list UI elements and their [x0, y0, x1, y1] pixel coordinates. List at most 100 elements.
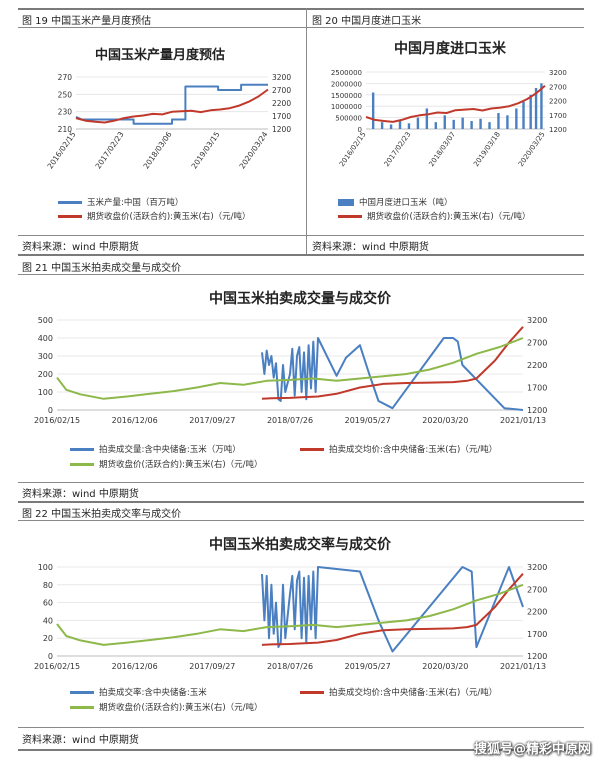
x-tick-label: 2018/07/26 — [267, 662, 313, 671]
y-right-tick-label: 2200 — [527, 361, 547, 370]
y-right-tick-label: 2200 — [527, 608, 547, 617]
y-left-tick-label: 300 — [38, 352, 53, 361]
y-left-tick-label: 400 — [38, 334, 53, 343]
legend-swatch — [70, 690, 94, 694]
bar — [479, 118, 482, 129]
y-right-tick-label: 3200 — [527, 316, 547, 325]
x-tick-label: 2019/05/27 — [345, 416, 391, 425]
fig20-label: 图 20 中国月度进口玉米 — [312, 16, 422, 27]
legend-label: 拍卖成交均价:含中央储备:玉米(右)（元/吨） — [329, 445, 498, 455]
bar — [389, 124, 393, 129]
y-right-tick-label: 3200 — [527, 563, 547, 572]
bar — [506, 115, 509, 129]
legend-item: 期货收盘价(活跃合约):黄玉米(右)（元/吨） — [338, 210, 531, 222]
y-left-tick-label: 500 — [38, 316, 53, 325]
y-right-tick-label: 2700 — [527, 585, 547, 594]
legend-item: 期货收盘价(活跃合约):黄玉米(右)（元/吨） — [70, 701, 263, 713]
y-left-tick-label: 40 — [43, 616, 53, 625]
series-line — [56, 337, 524, 400]
y-left-tick-label: 1000000 — [331, 103, 362, 111]
y-left-tick-label: 0 — [48, 652, 53, 661]
x-tick-label: 2018/07/26 — [267, 416, 313, 425]
bar — [470, 121, 473, 129]
y-right-tick-label: 1700 — [527, 384, 547, 393]
x-tick-label: 2016/02/15 — [34, 416, 80, 425]
y-left-tick-label: 250 — [58, 90, 73, 99]
legend-item: 中国月度进口玉米（吨） — [338, 196, 453, 208]
bar — [452, 119, 455, 129]
y-left-tick-label: 100 — [38, 388, 53, 397]
y-left-tick-label: 100 — [38, 563, 53, 572]
fig21-source-line — [18, 482, 584, 483]
bar — [497, 113, 500, 129]
legend-swatch — [70, 705, 94, 709]
y-right-tick-label: 2200 — [272, 99, 291, 108]
y-left-tick-label: 20 — [43, 634, 53, 643]
bar — [434, 122, 438, 129]
source-top-line — [18, 235, 584, 236]
chart-title-21: 中国玉米拍卖成交量与成交价 — [209, 291, 391, 307]
bar — [398, 119, 402, 129]
y-right-tick-label: 1700 — [527, 630, 547, 639]
x-tick-label: 2020/03/20 — [422, 416, 468, 425]
y-right-tick-label: 1200 — [549, 126, 567, 134]
legend-label: 期货收盘价(活跃合约):黄玉米(右)（元/吨） — [367, 212, 531, 222]
legend-swatch — [338, 214, 362, 218]
legend-label: 期货收盘价(活跃合约):黄玉米(右)（元/吨） — [99, 703, 263, 713]
bar — [522, 101, 525, 129]
legend-label: 期货收盘价(活跃合约):黄玉米(右)（元/吨） — [87, 212, 251, 222]
bar — [534, 87, 538, 129]
legend-swatch — [70, 462, 94, 466]
x-tick-label: 2021/01/13 — [500, 416, 546, 425]
y-left-tick-label: 60 — [43, 599, 53, 608]
x-tick-label: 2017/09/27 — [189, 416, 235, 425]
section-divider-1 — [18, 254, 584, 256]
y-left-tick-label: 80 — [43, 581, 53, 590]
legend-label: 期货收盘价(活跃合约):黄玉米(右)（元/吨） — [99, 460, 263, 470]
fig22-label: 图 22 中国玉米拍卖成交率与成交价 — [22, 509, 182, 520]
y-right-tick-label: 2700 — [527, 339, 547, 348]
x-tick-label: 2021/01/13 — [500, 662, 546, 671]
y-right-tick-label: 2700 — [549, 83, 567, 91]
watermark: 搜狐号@精彩中原网 — [473, 742, 591, 757]
bar — [380, 122, 384, 129]
chart-title-20: 中国月度进口玉米 — [394, 41, 506, 57]
fig22-source: 资料来源：wind 中原期货 — [22, 735, 139, 746]
fig20-source: 资料来源：wind 中原期货 — [312, 242, 429, 253]
legend-label: 拍卖成交量:含中央储备:玉米（万吨） — [99, 445, 241, 455]
legend-item: 拍卖成交量:含中央储备:玉米（万吨） — [70, 443, 241, 455]
legend-swatch — [58, 214, 82, 218]
top-border — [18, 8, 584, 10]
series-line — [261, 337, 524, 411]
center-divider — [306, 8, 307, 254]
series-line — [75, 88, 269, 124]
x-tick-label: 2019/05/27 — [345, 662, 391, 671]
series-line — [261, 573, 524, 646]
chart-title-19: 中国玉米产量月度预估 — [94, 48, 225, 63]
bar — [416, 117, 420, 129]
bar — [529, 94, 532, 129]
y-right-tick-label: 3200 — [272, 73, 291, 82]
y-left-tick-label: 0 — [48, 406, 53, 415]
series-line — [365, 84, 546, 123]
legend-swatch — [300, 690, 324, 694]
legend-label: 玉米产量:中国（百万吨） — [87, 198, 184, 208]
x-tick-label: 2016/12/06 — [112, 662, 158, 671]
legend-item: 玉米产量:中国（百万吨） — [58, 196, 183, 208]
x-tick-label: 2016/12/06 — [112, 416, 158, 425]
y-right-tick-label: 2700 — [272, 86, 291, 95]
legend-swatch — [58, 200, 82, 204]
y-right-tick-label: 1700 — [549, 112, 567, 120]
fig19-label: 图 19 中国玉米产量月度预估 — [22, 16, 152, 27]
x-tick-label: 2020/03/20 — [422, 662, 468, 671]
fig21-underline — [18, 274, 584, 275]
fig22-underline — [18, 520, 584, 521]
series-line — [56, 583, 524, 646]
y-left-tick-label: 210 — [58, 125, 73, 134]
y-right-tick-label: 2200 — [549, 98, 567, 106]
bar — [515, 108, 518, 129]
y-left-tick-label: 500000 — [335, 115, 362, 123]
